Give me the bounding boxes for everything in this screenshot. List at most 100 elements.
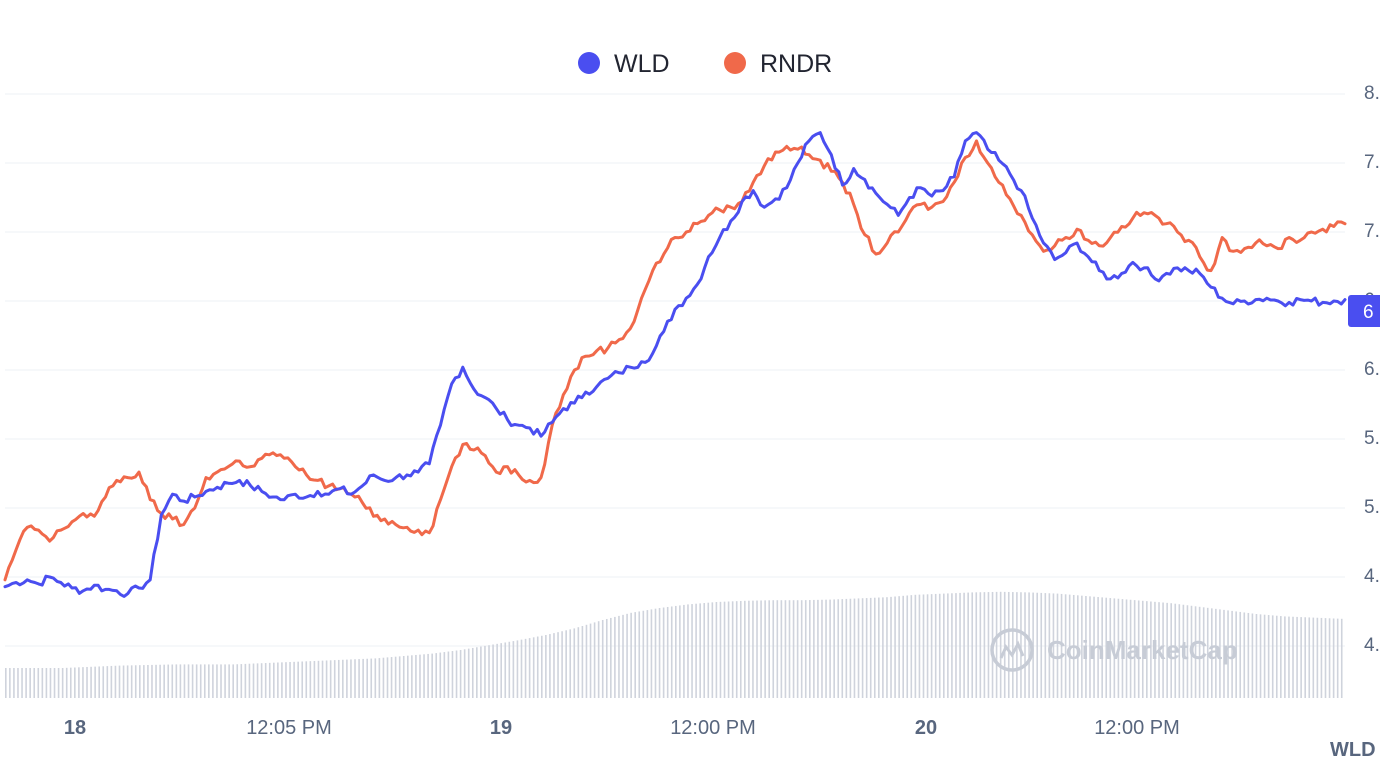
volume-bar [906,595,909,698]
volume-bar [78,667,80,698]
volume-bar [731,601,734,698]
y-tick-label: 6. [1364,359,1380,380]
volume-bar [821,599,823,698]
volume-bar [346,659,348,698]
volume-bar [1150,601,1152,698]
volume-bar [435,653,438,698]
volume-bar [106,666,109,698]
volume-bar [1089,596,1091,698]
volume-bar [719,601,722,698]
volume-bar [5,668,7,698]
volume-bar [910,595,913,698]
legend-item-wld[interactable]: WLD [578,50,670,78]
volume-bar [232,664,234,698]
volume-bar [520,639,523,698]
volume-bar [703,603,706,698]
legend-label-rndr: RNDR [760,50,832,78]
volume-bar [354,659,356,698]
volume-bar [597,621,600,698]
y-tick-label: 4. [1364,566,1380,587]
volume-bar [439,652,442,698]
volume-bar [147,665,149,698]
volume-bar [337,659,340,698]
volume-bar [796,600,799,698]
volume-bar [1340,618,1343,698]
volume-bar [427,653,429,698]
volume-bar [1072,594,1075,698]
volume-bar [431,653,433,698]
volume-bar [82,667,84,698]
volume-bar [699,603,701,698]
volume-bar [987,592,990,698]
volume-bar [1146,601,1148,698]
volume-bar [480,646,482,698]
volume-bar [423,654,425,698]
volume-bar [1292,616,1294,698]
volume-bar [362,658,364,698]
volume-bar [691,604,693,698]
volume-bar [1024,592,1026,698]
volume-bar [402,656,405,698]
volume-bar [179,664,182,698]
volume-bar [780,600,783,698]
volume-bar [1040,592,1043,698]
volume-bar [792,600,795,698]
volume-bar [1158,602,1160,698]
volume-bar [244,663,247,698]
volume-bar [569,629,572,698]
volume-bar [447,651,450,698]
volume-bar [947,593,949,698]
volume-bar [33,668,36,698]
volume-bar [1056,593,1059,698]
volume-bar [715,602,718,698]
x-axis: 18 12:05 PM 19 12:00 PM 20 12:00 PM WLD [64,717,1376,761]
volume-bar [317,660,320,698]
volume-bar [983,592,986,698]
current-price-tag: 6 [1348,295,1380,327]
volume-bar [565,630,567,698]
volume-bar [541,635,543,698]
volume-bar [1097,597,1099,698]
volume-bar [837,599,840,698]
volume-bar [1243,612,1246,698]
volume-bar [496,643,498,698]
volume-bar [65,667,68,698]
volume-bar [451,651,454,698]
volume-bar [195,664,198,698]
volume-bar [951,593,953,698]
volume-bar [963,592,965,698]
volume-bar [240,664,243,698]
volume-bar [492,644,494,698]
volume-bar [849,598,852,698]
volume-bar [1105,597,1108,698]
volume-bar [1194,606,1197,698]
legend-item-rndr[interactable]: RNDR [724,50,832,78]
volume-bar [386,657,389,698]
volume-bar [41,668,44,698]
volume-bar [934,593,937,698]
volume-bar [1284,616,1286,698]
volume-bar [411,655,413,698]
x-tick-label: 18 [64,717,86,739]
volume-bar [845,598,848,698]
volume-bar [1304,617,1306,698]
volume-bar [122,665,125,698]
x-tick-label: 12:00 PM [1094,717,1180,739]
volume-bar [532,637,535,698]
volume-bar [768,600,770,698]
volume-bar [577,627,580,698]
volume-bar [110,665,113,698]
volume-bar [1007,591,1010,698]
volume-bar [943,593,945,698]
volume-bar [561,631,563,698]
volume-bar [999,591,1002,698]
volume-bar [752,600,754,698]
volume-bar [69,667,72,698]
volume-bar [248,663,251,698]
volume-bar [593,622,596,698]
volume-bar [809,600,811,698]
volume-bar [1052,593,1055,698]
volume-bar [17,668,19,698]
volume-bar [13,668,15,698]
